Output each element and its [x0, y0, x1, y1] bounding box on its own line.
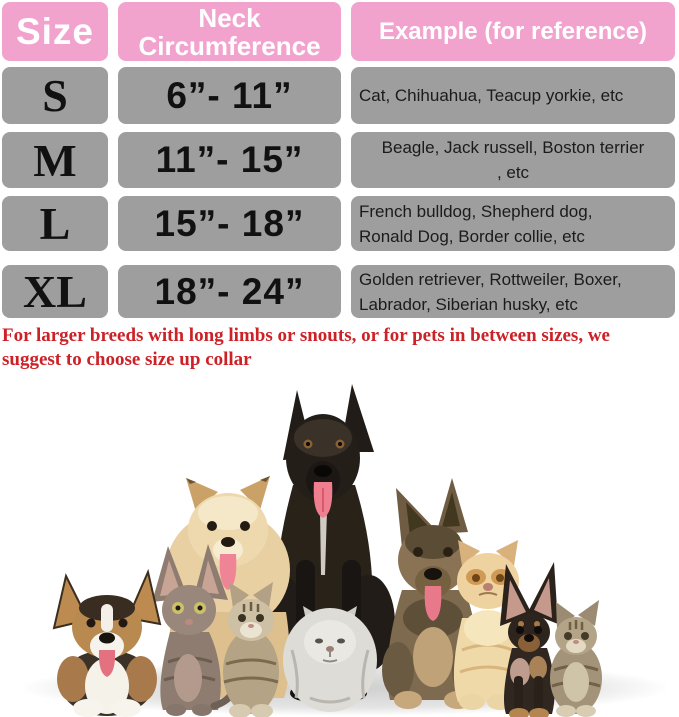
- example-line: , etc: [496, 163, 530, 182]
- pets-photo: [0, 380, 679, 717]
- example-line: French bulldog, Shepherd dog,: [359, 201, 593, 221]
- table-row-s: S 6”- 11” Cat, Chihuahua, Teacup yorkie,…: [2, 67, 679, 124]
- tabby-kitten-left-illustration: [223, 582, 279, 717]
- neck-value-m: 11”- 15”: [118, 132, 341, 188]
- size-value-s: S: [2, 67, 108, 124]
- silver-persian-cat-illustration: [283, 606, 377, 712]
- example-line: Beagle, Jack russell, Boston terrier: [381, 138, 645, 157]
- size-note-line2: suggest to choose size up collar: [2, 349, 252, 370]
- example-value-l: French bulldog, Shepherd dog, Ronald Dog…: [351, 196, 675, 251]
- tabby-kitten-right-illustration: [550, 600, 602, 717]
- example-value-s: Cat, Chihuahua, Teacup yorkie, etc: [351, 67, 675, 124]
- size-note-line1: For larger breeds with long limbs or sno…: [2, 325, 610, 346]
- header-size: Size: [2, 2, 108, 61]
- pets-photo-illustration: [20, 384, 670, 717]
- header-neck-circumference: Neck Circumference: [118, 2, 341, 61]
- example-line: Ronald Dog, Border collie, etc: [359, 226, 585, 246]
- table-header-row: Size Neck Circumference Example (for ref…: [2, 2, 679, 61]
- neck-value-s: 6”- 11”: [118, 67, 341, 124]
- header-example: Example (for reference): [351, 2, 675, 61]
- example-line: Golden retriever, Rottweiler, Boxer,: [359, 269, 622, 289]
- table-row-xl: XL 18”- 24” Golden retriever, Rottweiler…: [2, 265, 679, 318]
- size-note: For larger breeds with long limbs or sno…: [2, 324, 679, 372]
- example-value-m: Beagle, Jack russell, Boston terrier , e…: [351, 132, 675, 188]
- example-line: Labrador, Siberian husky, etc: [359, 294, 578, 314]
- toy-terrier-illustration: [500, 562, 558, 717]
- size-value-xl: XL: [2, 265, 108, 318]
- size-value-m: M: [2, 132, 108, 188]
- table-row-l: L 15”- 18” French bulldog, Shepherd dog,…: [2, 196, 679, 251]
- example-value-xl: Golden retriever, Rottweiler, Boxer, Lab…: [351, 265, 675, 318]
- neck-value-l: 15”- 18”: [118, 196, 341, 251]
- size-value-l: L: [2, 196, 108, 251]
- neck-value-xl: 18”- 24”: [118, 265, 341, 318]
- example-line: Cat, Chihuahua, Teacup yorkie, etc: [359, 86, 624, 105]
- size-table: Size Neck Circumference Example (for ref…: [0, 0, 679, 318]
- corgi-puppy-illustration: [52, 568, 162, 717]
- table-row-m: M 11”- 15” Beagle, Jack russell, Boston …: [2, 132, 679, 188]
